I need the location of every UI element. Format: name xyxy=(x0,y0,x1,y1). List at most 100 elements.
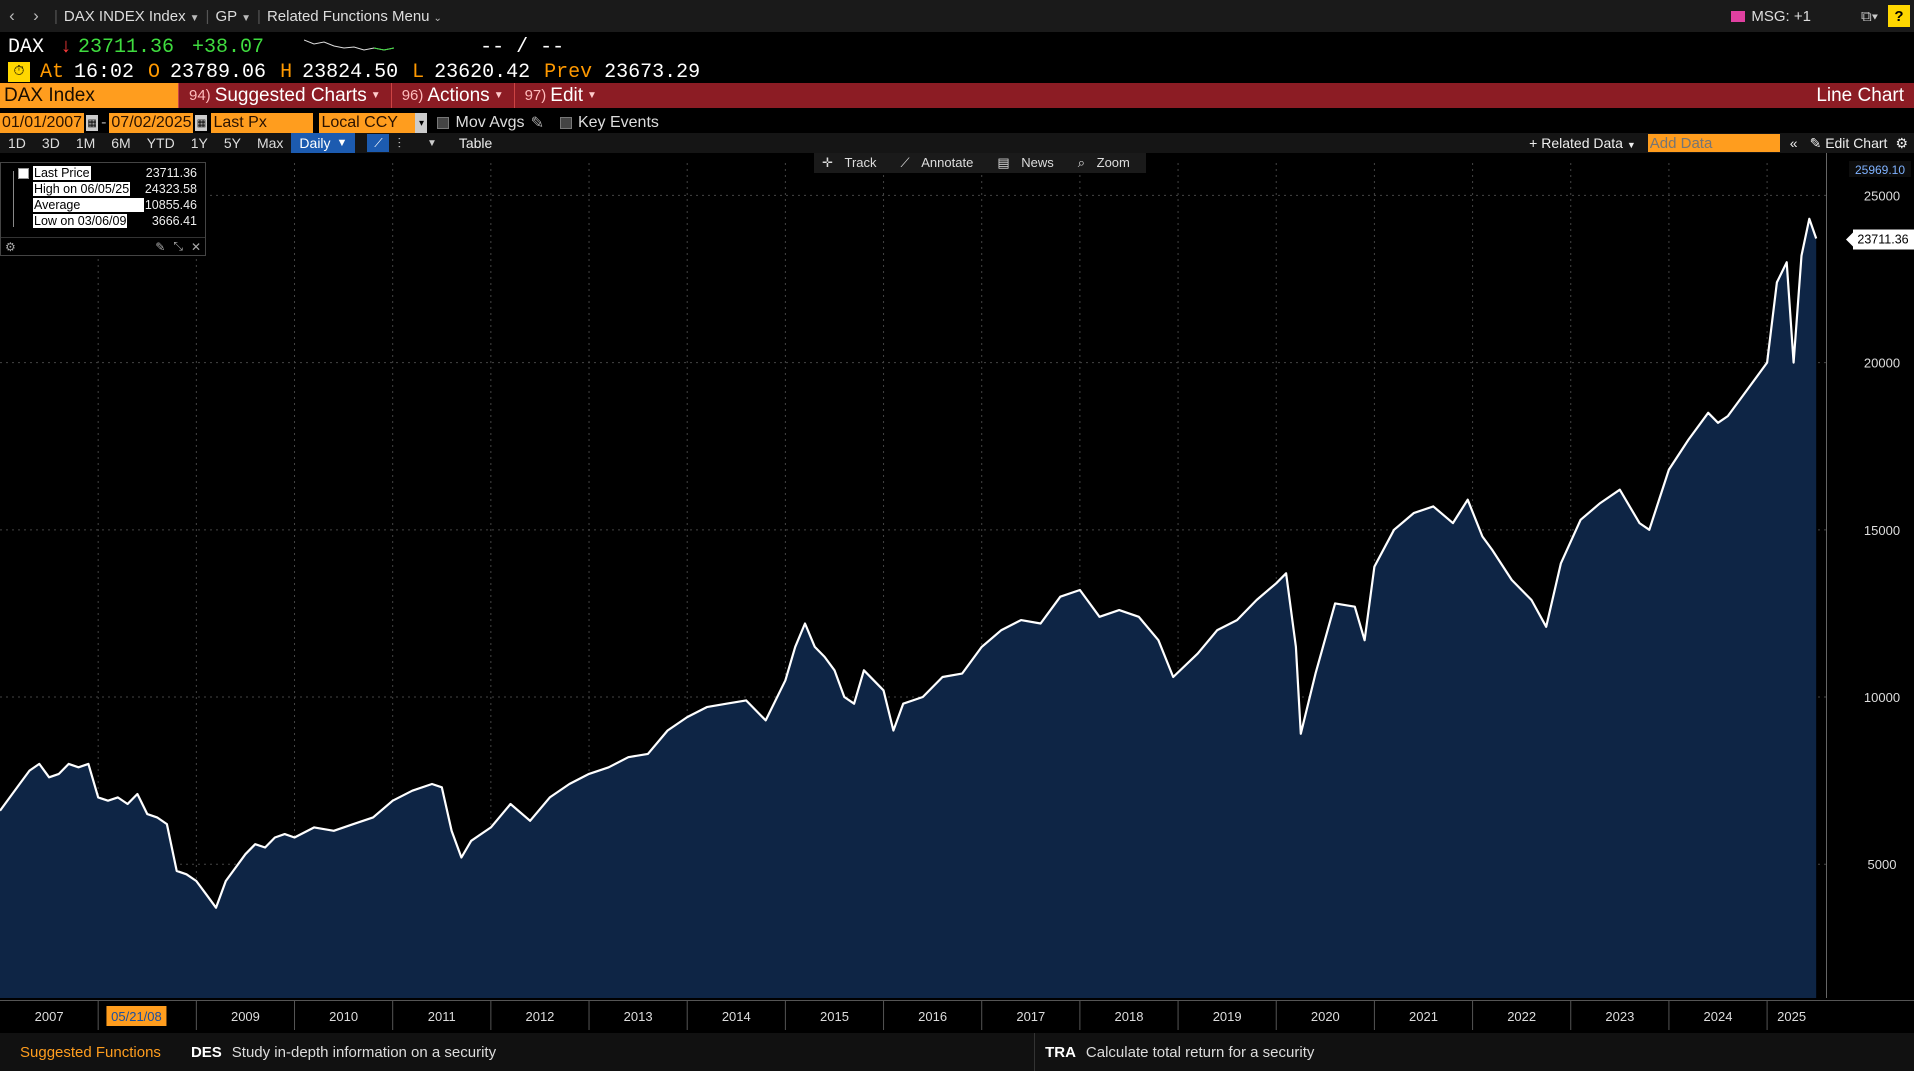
related-data-menu[interactable]: + Related Data ▼ xyxy=(1529,135,1636,151)
line-chart-icon[interactable]: ⟋ xyxy=(367,134,390,152)
caret-down-icon[interactable]: ▾ xyxy=(415,113,428,133)
forward-arrow-icon[interactable]: › xyxy=(33,6,39,25)
track-label: Track xyxy=(844,155,877,170)
suggested-charts-menu[interactable]: 94) Suggested Charts ▼ xyxy=(178,83,391,108)
range-5y[interactable]: 5Y xyxy=(223,135,241,151)
pin-icon[interactable]: ✎ xyxy=(155,239,166,254)
calendar-icon[interactable]: ▦ xyxy=(86,115,99,131)
price-chart[interactable]: 5000 10000 15000 20000 25000 25969.10 23711.36 xyxy=(0,153,1914,1003)
bid-ask: -- / -- xyxy=(480,35,565,59)
calendar-icon[interactable]: ▦ xyxy=(195,115,208,131)
chart-legend: Last Price 23711.36 High on 06/05/25 243… xyxy=(0,162,206,256)
caret-down-icon[interactable]: ▼ xyxy=(426,137,437,149)
last-price-box xyxy=(1853,229,1914,250)
collapse-icon[interactable]: « xyxy=(1789,135,1798,151)
zoom-tool[interactable]: ⌕ Zoom xyxy=(1070,155,1146,171)
end-date-field[interactable]: 07/02/2025 xyxy=(109,113,194,133)
legend-row-last: Last Price 23711.36 xyxy=(1,165,205,181)
actions-menu[interactable]: 96) Actions ▼ xyxy=(390,83,514,108)
x-tick-label: 2007 xyxy=(35,1009,64,1024)
currency-selector[interactable]: Local CCY xyxy=(319,113,416,133)
y-tick-label: 25000 xyxy=(1864,188,1900,203)
legend-checkbox[interactable] xyxy=(18,167,29,179)
range-3d[interactable]: 3D xyxy=(41,135,60,151)
key-events-checkbox[interactable] xyxy=(559,117,572,129)
caret-down-icon: ▼ xyxy=(370,90,381,101)
x-tick-label: 2016 xyxy=(918,1009,947,1024)
range-1y[interactable]: 1Y xyxy=(190,135,208,151)
legend-row-average: Average 10855.46 xyxy=(1,197,205,213)
highlight-date-label: 05/21/08 xyxy=(111,1009,162,1024)
table-button[interactable]: Table xyxy=(458,135,493,151)
edit-chart-button[interactable]: ✎ Edit Chart xyxy=(1809,134,1888,151)
open-label: O xyxy=(148,60,161,84)
x-tick-label: 2014 xyxy=(722,1009,751,1024)
y-tick-label: 10000 xyxy=(1864,690,1900,705)
low-value: 23620.42 xyxy=(434,60,531,84)
edit-chart-label: Edit Chart xyxy=(1825,134,1888,151)
range-1d[interactable]: 1D xyxy=(8,135,26,151)
prev-label: Prev xyxy=(544,60,593,84)
quote-line-2: ⏱ At 16:02 O 23789.06 H 23824.50 L 23620… xyxy=(8,60,700,84)
x-axis: 2007 2009 2010 2011 2012 2013 2014 2015 2016 2017… xyxy=(0,1000,1914,1030)
range-ytd[interactable]: YTD xyxy=(146,135,175,151)
back-arrow-icon[interactable]: ‹ xyxy=(9,6,15,25)
x-tick-label: 2012 xyxy=(525,1009,554,1024)
frequency-selector[interactable]: Daily ▼ xyxy=(291,133,356,153)
msg-indicator[interactable]: MSG: +1 xyxy=(1731,8,1811,25)
suggested-functions-label[interactable]: Suggested Functions xyxy=(20,1043,161,1061)
annotate-tool[interactable]: ⟋ Annotate xyxy=(893,155,990,171)
edit-menu[interactable]: 97) Edit ▼ xyxy=(513,83,607,108)
range-max[interactable]: Max xyxy=(256,135,284,151)
x-tick-label: 2011 xyxy=(428,1009,456,1024)
add-data-input[interactable] xyxy=(1647,134,1780,152)
caret-down-icon: ▼ xyxy=(336,137,348,149)
sparkline xyxy=(304,39,395,51)
window-icon[interactable]: ⧉▾ xyxy=(1860,7,1878,25)
y-tick-label: 20000 xyxy=(1864,356,1900,371)
range-1m[interactable]: 1M xyxy=(75,135,96,151)
down-arrow-icon: ↓ xyxy=(60,35,73,59)
high-label: H xyxy=(280,60,293,84)
mov-avgs-checkbox[interactable] xyxy=(437,117,450,129)
index-menu-label: DAX INDEX Index xyxy=(63,7,186,25)
gear-icon[interactable]: ⚙ xyxy=(5,239,16,254)
caret-down-icon: ▼ xyxy=(241,12,252,24)
menu-number: 94) xyxy=(189,87,211,104)
gp-menu[interactable]: GP ▼ xyxy=(215,8,251,25)
des-code[interactable]: DES xyxy=(190,1043,222,1061)
price-line xyxy=(0,217,1818,909)
bar-chart-icon[interactable]: ⫶ xyxy=(397,134,401,151)
track-tool[interactable]: ✛ Track xyxy=(814,155,893,171)
mov-avgs-label: Mov Avgs xyxy=(455,114,525,131)
tra-code[interactable]: TRA xyxy=(1045,1043,1076,1061)
range-6m[interactable]: 6M xyxy=(111,135,131,151)
x-tick-label: 2020 xyxy=(1311,1009,1340,1024)
news-tool[interactable]: ▤ News xyxy=(989,155,1069,171)
close-icon[interactable]: ✕ xyxy=(190,239,201,254)
legend-toolbar: ⚙ ✎ ⤡ ✕ xyxy=(1,237,205,255)
chart-grid xyxy=(0,163,1826,998)
security-name[interactable]: DAX Index xyxy=(0,83,178,108)
y-tick-label: 5000 xyxy=(1868,857,1897,872)
related-functions-menu[interactable]: Related Functions Menu ⌄ xyxy=(267,8,442,25)
news-label: News xyxy=(1021,155,1054,170)
tra-description[interactable]: Calculate total return for a security xyxy=(1085,1043,1315,1061)
des-description[interactable]: Study in-depth information on a security xyxy=(231,1043,497,1061)
index-menu[interactable]: DAX INDEX Index ▼ xyxy=(64,8,200,25)
caret-down-icon: ▼ xyxy=(587,90,597,101)
field-selector[interactable]: Last Px xyxy=(211,113,314,133)
menu-number: 96) xyxy=(401,87,424,104)
help-button[interactable]: ? xyxy=(1888,5,1910,27)
pencil-icon[interactable]: ✎ xyxy=(530,115,544,132)
key-events-label: Key Events xyxy=(577,114,659,131)
gear-icon[interactable]: ⚙ xyxy=(1895,134,1908,151)
start-date-field[interactable]: 01/01/2007 xyxy=(0,113,85,133)
gp-menu-label: GP xyxy=(215,7,238,25)
zoom-label: Zoom xyxy=(1096,155,1130,170)
resize-icon[interactable]: ⤡ xyxy=(173,239,183,253)
x-tick-label: 2024 xyxy=(1704,1009,1733,1024)
last-price: 23711.36 xyxy=(78,35,175,59)
area-fill xyxy=(0,218,1817,999)
legend-value: 24323.58 xyxy=(144,182,197,196)
